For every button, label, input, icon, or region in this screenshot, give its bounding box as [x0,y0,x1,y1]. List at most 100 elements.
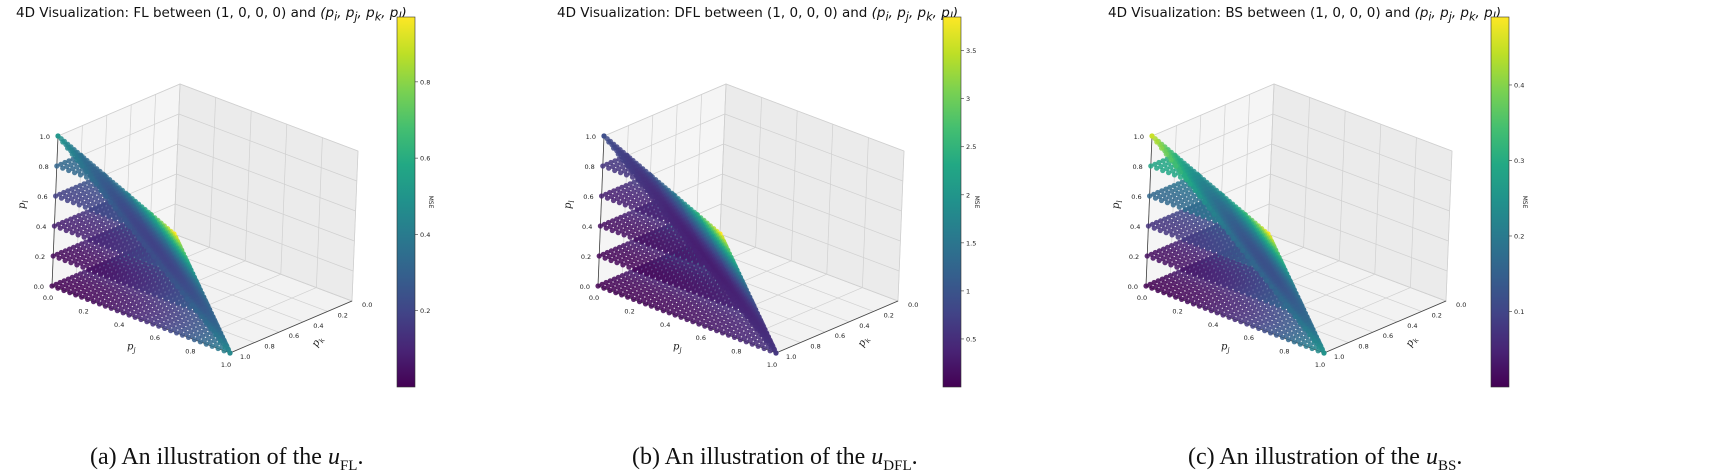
scatter-point [662,278,667,283]
x-tick-label: 0.0 [1137,294,1147,302]
scatter-point [141,257,146,262]
scatter-point [678,230,683,235]
scatter-point [146,289,151,294]
x-axis-label: pj [673,342,682,355]
scatter-point [72,170,77,175]
scatter-point [93,239,98,244]
x-tick-label: 1.0 [221,361,231,369]
scatter-point [104,274,109,279]
scatter-point [651,244,656,249]
z-tick-label: 0.4 [36,223,46,231]
scatter-point [80,265,85,270]
scatter-point [76,232,81,237]
scatter-point [750,342,755,347]
scatter-point [175,300,180,305]
scatter-point [98,188,103,193]
scatter-point [684,317,689,322]
scatter-point [227,350,232,355]
scatter-point [599,193,604,198]
scatter-point [68,260,73,265]
scatter-point [141,242,146,247]
scatter-point [156,324,161,329]
y-tick-label: 0.4 [859,322,869,330]
scatter-point [624,172,629,177]
scatter-point [53,193,58,198]
scatter-point [738,337,743,342]
scatter-point [621,158,626,163]
scatter-point [117,248,122,253]
scatter-point [739,307,744,312]
scatter-point [60,166,65,171]
scatter-point [84,175,89,180]
z-tick-label: 0.8 [38,163,48,171]
scatter-point [617,200,622,205]
x-tick-label: 0.6 [150,334,160,342]
scatter-point [618,170,623,175]
scatter-point [146,248,151,253]
y-axis-label: pk [310,334,327,350]
colorbar-tick-label: 2 [966,191,970,199]
y-axis-label-sub: k [864,337,873,345]
scatter-point [55,286,60,291]
y-axis-label-sub: k [318,337,327,345]
scatter-point [52,223,57,228]
colorbar-label: MSE [427,196,434,209]
scatter-point [669,250,674,255]
scatter-point [97,301,102,306]
scatter-point [184,296,189,301]
scatter-point [620,262,625,267]
y-tick-label: 0.4 [1407,322,1417,330]
scatter-point [99,241,104,246]
scatter-point [659,206,664,211]
scatter-point [667,310,672,315]
x-axis-label: pj [1221,342,1230,355]
scatter-point [720,330,725,335]
scatter-point [73,292,78,297]
x-tick-label: 0.8 [1279,348,1289,356]
plot-3d: 0.01.00.00.20.80.20.40.60.40.60.40.60.80… [1094,0,1654,440]
x-tick-label: 0.2 [78,307,88,315]
y-axis-label-sub: k [1412,337,1421,345]
scatter-point [673,312,678,317]
scatter-point [105,244,110,249]
z-axis-label: pl [17,200,30,209]
colorbar-tick-label: 0.5 [966,335,976,343]
scatter-point [711,272,716,277]
scatter-point [216,346,221,351]
scatter-point [606,139,611,144]
scatter-point [95,209,100,214]
scatter-point [658,216,663,221]
x-tick-label: 0.2 [624,307,634,315]
scatter-point [127,312,132,317]
z-axis-label: pl [1111,200,1124,209]
scatter-point [630,175,635,180]
scatter-point [116,278,121,283]
scatter-point [727,303,732,308]
colorbar-tick-label: 0.2 [420,307,430,315]
scatter-point [759,332,764,337]
scatter-point [687,257,692,262]
scatter-point [708,326,713,331]
scatter-point [726,290,731,295]
scatter-point [218,338,223,343]
scatter-point [692,248,697,253]
scatter-point [111,246,116,251]
scatter-point [625,164,630,169]
x-tick-label: 0.6 [696,334,706,342]
caption: (b) An illustration of the uDFL. [632,444,918,475]
colorbar-tick-label: 0.8 [420,78,430,86]
scatter-point [641,209,646,214]
scatter-point [640,182,645,187]
y-tick-label: 1.0 [1334,353,1344,361]
scatter-point [89,207,94,212]
scatter-point [132,230,137,235]
scatter-point [165,272,170,277]
scatter-point [657,246,662,251]
scatter-point [611,198,616,203]
scatter-point [698,291,703,296]
scatter-point [721,284,726,289]
scatter-point [637,299,642,304]
scatter-point [668,280,673,285]
scatter-point [696,321,701,326]
